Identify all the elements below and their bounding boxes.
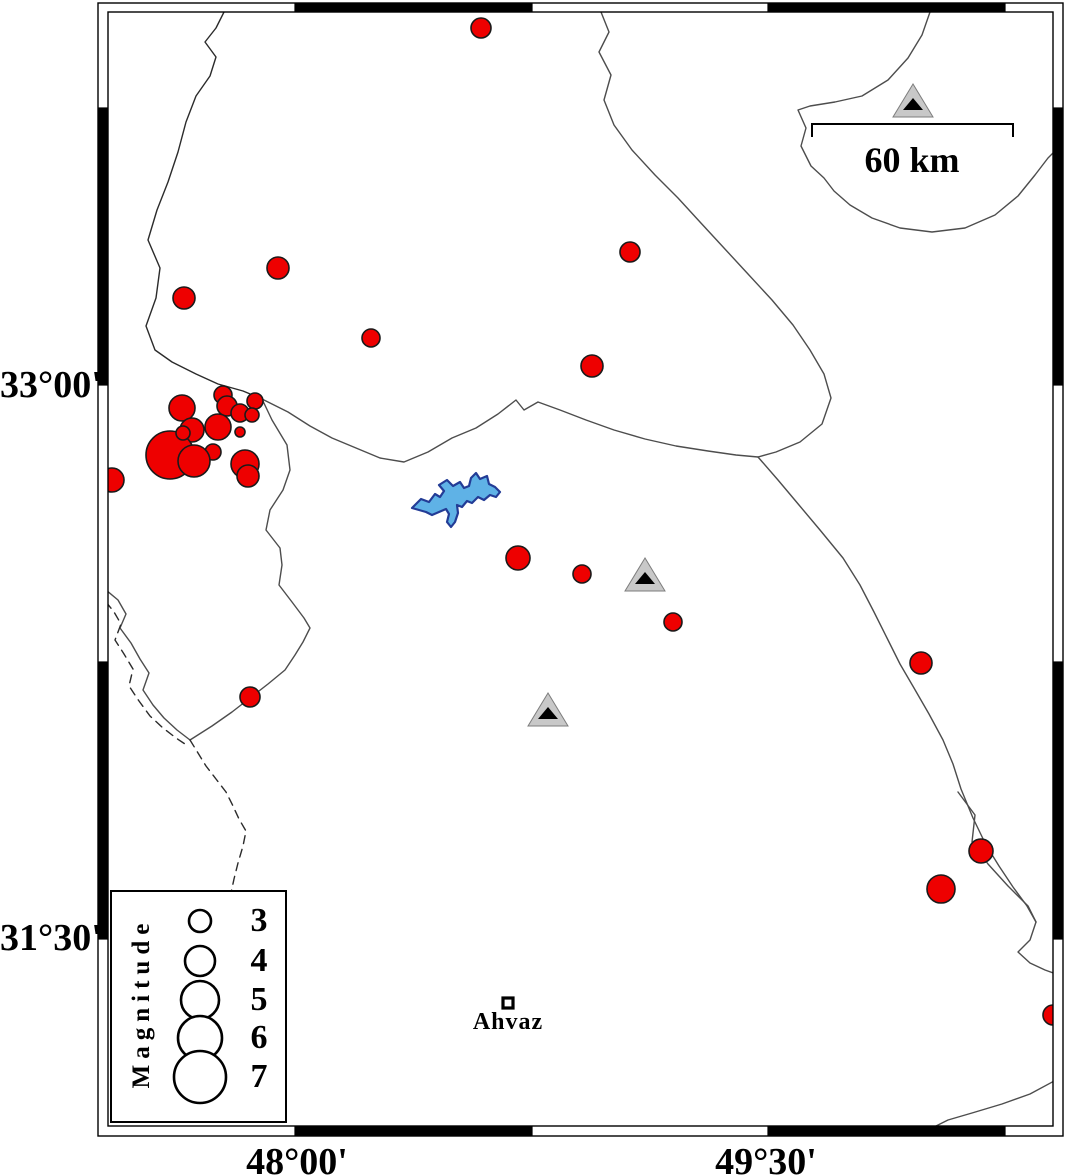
legend-value-3: 3 <box>250 902 268 939</box>
frame-black-segment <box>98 662 108 939</box>
lake <box>410 471 502 529</box>
city-label-ahvaz: Ahvaz <box>472 1009 544 1035</box>
legend-value-6: 6 <box>250 1019 268 1056</box>
earthquake-marker <box>234 426 246 438</box>
earthquake-marker <box>909 651 933 675</box>
river-dashed-line <box>189 739 247 894</box>
scale-bar-label: 60 km <box>864 140 960 180</box>
map-content-layer <box>108 12 1053 1126</box>
frame-black-segment <box>98 108 108 385</box>
earthquake-marker <box>168 394 196 422</box>
boundary-line <box>598 12 832 458</box>
earthquake-marker <box>244 407 260 423</box>
axis-label-longitude-49-30: 49°30' <box>715 1141 817 1175</box>
earthquake-marker <box>266 256 290 280</box>
earthquake-marker <box>663 612 683 632</box>
earthquake-marker <box>505 545 531 571</box>
boundary-line <box>757 456 1053 974</box>
frame-outer-rect <box>97 2 1064 1137</box>
earthquake-marker <box>236 464 260 488</box>
earthquake-marker <box>580 354 604 378</box>
scale-bar-bracket <box>811 123 1014 137</box>
earthquake-marker <box>926 874 956 904</box>
earthquake-marker <box>172 286 196 310</box>
earthquake-marker <box>968 838 994 864</box>
frame-black-segment <box>295 3 532 12</box>
legend-value-5: 5 <box>250 981 268 1018</box>
axis-label-latitude-31-30: 31°30' <box>0 917 102 959</box>
earthquake-marker <box>239 686 261 708</box>
boundary-line <box>145 12 263 400</box>
earthquake-marker <box>204 413 232 441</box>
earthquake-marker <box>361 328 381 348</box>
earthquake-marker <box>177 444 211 478</box>
legend-magnitude-circle <box>187 908 213 934</box>
boundary-line <box>957 791 1037 923</box>
legend-circles-canvas <box>172 908 228 1105</box>
frame-black-segment <box>1053 662 1063 939</box>
boundary-line <box>108 590 191 741</box>
seismic-station-inner-triangle <box>635 572 655 584</box>
frame-black-segment <box>1053 108 1063 385</box>
city-marker <box>501 996 515 1010</box>
legend-value-4: 4 <box>250 942 268 979</box>
map-frame <box>97 2 1064 1137</box>
earthquake-marker <box>246 392 264 410</box>
legend-value-7: 7 <box>250 1058 268 1095</box>
boundary-line <box>261 398 759 463</box>
earthquake-marker <box>572 564 592 584</box>
axis-label-latitude-33: 33°00' <box>0 364 102 406</box>
river-dashed-line <box>108 603 189 747</box>
earthquake-marker <box>108 467 125 493</box>
earthquake-marker <box>1042 1004 1053 1026</box>
frame-black-segment <box>768 1126 1005 1136</box>
boundary-line <box>934 1080 1053 1126</box>
seismic-station-inner-triangle <box>538 707 558 719</box>
boundary-line <box>797 12 1053 233</box>
legend-title: Magnitude <box>128 917 155 1089</box>
earthquake-marker <box>175 425 191 441</box>
legend-magnitude-circle <box>172 1049 228 1105</box>
axis-label-longitude-48: 48°00' <box>246 1141 348 1175</box>
seismic-station-inner-triangle <box>903 98 923 110</box>
earthquake-marker <box>470 17 492 39</box>
frame-black-segment <box>295 1126 532 1136</box>
frame-inner-rect <box>107 11 1054 1127</box>
magnitude-legend: Magnitude 3 4 5 6 7 <box>110 890 287 1123</box>
earthquake-marker <box>619 241 641 263</box>
legend-magnitude-circle <box>183 944 217 978</box>
legend-magnitude-circle <box>179 979 221 1021</box>
frame-black-segment <box>768 3 1005 12</box>
